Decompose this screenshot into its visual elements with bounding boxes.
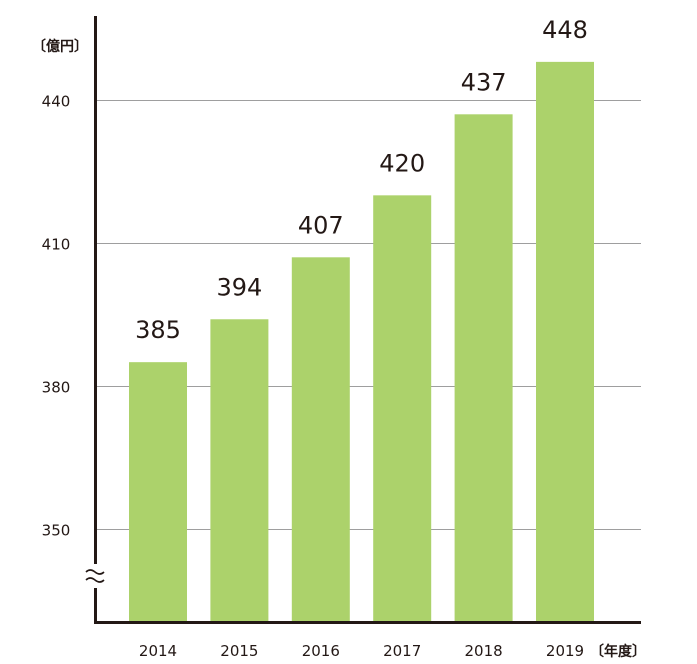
y-tick-380: 380 [42, 379, 71, 397]
value-label-2018: 437 [461, 68, 507, 96]
bar-2016 [291, 257, 350, 621]
x-tick-2017: 2017 [383, 642, 421, 660]
value-label-2014: 385 [135, 316, 181, 344]
x-tick-2019: 2019 [546, 642, 584, 660]
x-axis-unit: 〔年度〕 [590, 643, 646, 660]
y-tick-350: 350 [42, 522, 71, 540]
y-tick-labels: 350 380 410 440 [42, 93, 71, 540]
x-tick-2016: 2016 [302, 642, 340, 660]
y-axis-unit: 〔億円〕 [32, 38, 88, 55]
bars [129, 61, 594, 622]
x-tick-2014: 2014 [139, 642, 177, 660]
x-tick-labels: 2014 2015 2016 2017 2018 2019 [139, 642, 584, 660]
y-tick-440: 440 [42, 93, 71, 111]
x-tick-2018: 2018 [465, 642, 503, 660]
bar-2019 [536, 61, 594, 622]
value-label-2017: 420 [379, 149, 425, 177]
bar-2017 [373, 195, 432, 622]
value-labels: 385 394 407 420 437 448 [135, 16, 588, 344]
axis-break-mark [84, 564, 108, 588]
bar-2014 [129, 362, 187, 621]
value-label-2016: 407 [298, 211, 344, 239]
y-tick-410: 410 [42, 236, 71, 254]
x-tick-2015: 2015 [220, 642, 258, 660]
value-label-2019: 448 [542, 16, 588, 44]
bar-2015 [210, 319, 269, 621]
bar-2018 [454, 114, 513, 622]
value-label-2015: 394 [216, 273, 262, 301]
